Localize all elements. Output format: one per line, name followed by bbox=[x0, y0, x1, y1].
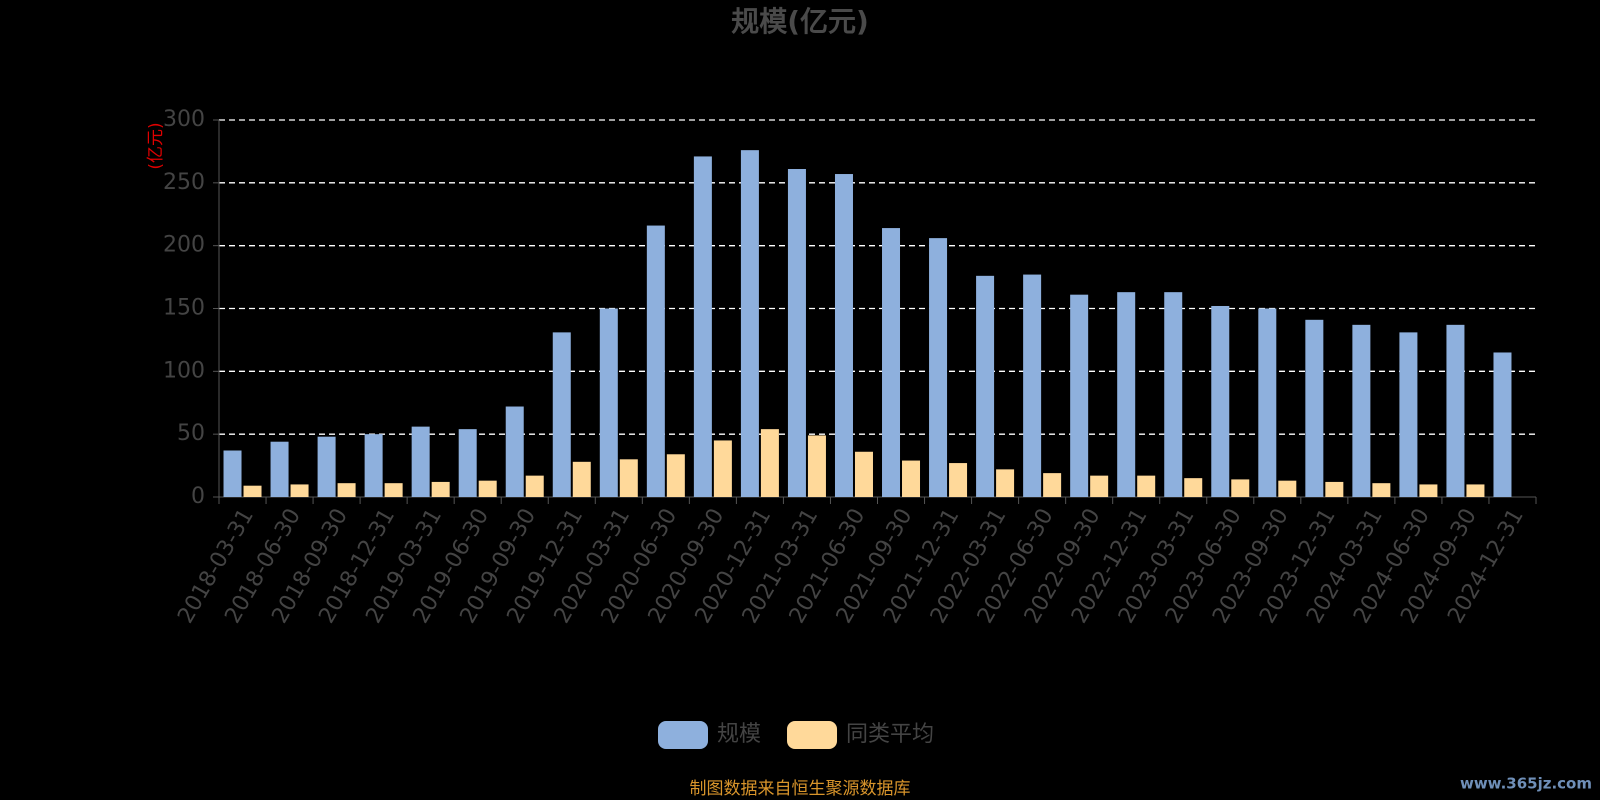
bar bbox=[666, 454, 685, 497]
bar bbox=[411, 426, 430, 497]
bar bbox=[599, 308, 618, 497]
y-tick-label: 0 bbox=[191, 484, 205, 509]
bar bbox=[1305, 319, 1324, 497]
bar bbox=[1023, 274, 1042, 497]
y-tick-label: 300 bbox=[163, 107, 205, 132]
bar bbox=[740, 150, 759, 497]
bar bbox=[1043, 473, 1062, 497]
bar bbox=[760, 429, 779, 497]
bar bbox=[1070, 294, 1089, 497]
bar bbox=[854, 451, 873, 497]
legend-label: 规模 bbox=[717, 722, 761, 747]
bar bbox=[996, 469, 1015, 497]
bar bbox=[1466, 484, 1485, 497]
bar bbox=[807, 435, 826, 497]
bar bbox=[478, 480, 497, 497]
bar bbox=[646, 225, 665, 497]
bar bbox=[505, 406, 524, 497]
bar bbox=[384, 483, 403, 497]
bar bbox=[1137, 475, 1156, 497]
bar bbox=[1117, 292, 1136, 497]
bar bbox=[431, 481, 450, 497]
bar bbox=[270, 441, 289, 497]
bar bbox=[976, 275, 995, 497]
bar bbox=[1446, 324, 1465, 497]
bar bbox=[552, 332, 571, 497]
bar bbox=[1493, 352, 1512, 497]
y-tick-label: 150 bbox=[163, 296, 205, 321]
bar bbox=[949, 463, 968, 497]
bar bbox=[458, 429, 477, 497]
bar bbox=[834, 174, 853, 497]
bar bbox=[243, 485, 262, 497]
bar bbox=[223, 450, 242, 497]
bar bbox=[902, 460, 921, 497]
bar bbox=[1399, 332, 1418, 497]
bar bbox=[317, 436, 336, 497]
legend-label: 同类平均 bbox=[846, 722, 934, 747]
y-tick-label: 50 bbox=[177, 421, 205, 446]
bar bbox=[572, 461, 591, 497]
y-tick-label: 250 bbox=[163, 170, 205, 195]
bar bbox=[525, 475, 544, 497]
chart-title: 规模(亿元) bbox=[731, 5, 869, 38]
bar bbox=[1184, 478, 1203, 497]
y-tick-label: 100 bbox=[163, 358, 205, 383]
bar bbox=[1352, 324, 1371, 497]
bar bbox=[1211, 305, 1230, 497]
bar bbox=[929, 238, 948, 498]
legend-swatch bbox=[658, 721, 708, 749]
bar bbox=[364, 434, 383, 497]
bar bbox=[787, 169, 806, 497]
bar bbox=[1325, 481, 1344, 497]
y-tick-label: 200 bbox=[163, 233, 205, 258]
bar bbox=[1419, 484, 1438, 497]
legend-swatch bbox=[787, 721, 838, 749]
bar bbox=[1372, 483, 1391, 497]
bar bbox=[693, 156, 712, 497]
bar bbox=[1164, 292, 1183, 497]
bar bbox=[1090, 475, 1109, 497]
bar bbox=[1258, 308, 1277, 497]
y-unit-label: (亿元) bbox=[146, 122, 166, 169]
bar bbox=[882, 228, 901, 497]
bar bbox=[1231, 479, 1250, 497]
bar bbox=[619, 459, 638, 497]
watermark: www.365jz.com bbox=[1460, 775, 1592, 793]
bar bbox=[713, 440, 732, 497]
source-note: 制图数据来自恒生聚源数据库 bbox=[690, 779, 911, 799]
bar bbox=[290, 484, 309, 497]
bar bbox=[337, 483, 356, 497]
bar bbox=[1278, 480, 1297, 497]
